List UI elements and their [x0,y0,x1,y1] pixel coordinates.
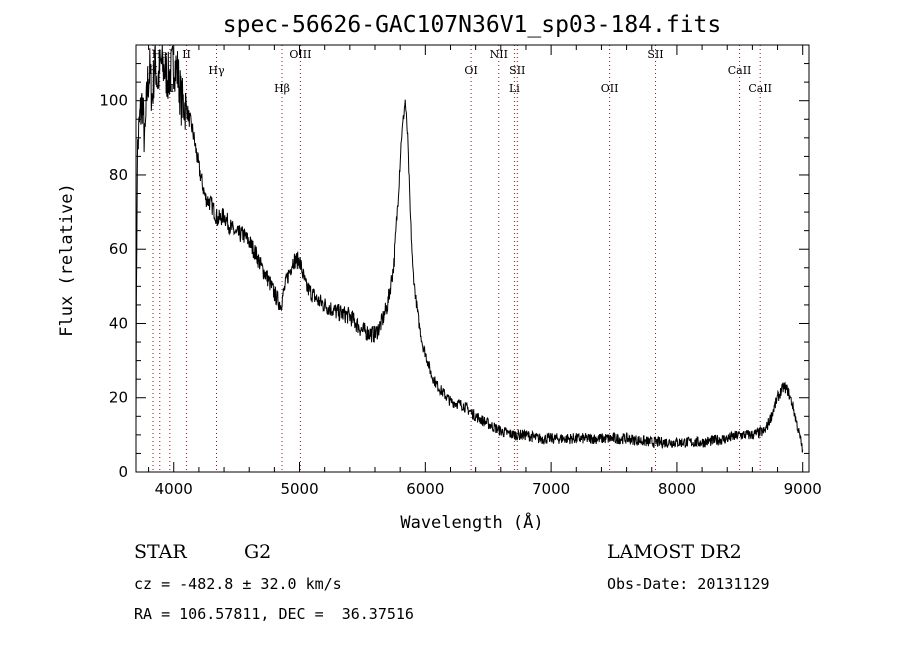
line-marker-label: OII [601,82,619,95]
redshift-text: cz = -482.8 ± 32.0 km/s [134,575,342,593]
object-subclass: G2 [244,541,271,563]
spectrum-series [135,44,804,453]
obs-date-text: Obs-Date: 20131129 [607,575,770,593]
y-tick-label: 20 [109,389,128,407]
x-tick-label: 8000 [658,480,696,498]
line-marker-label: NII [490,48,508,61]
y-tick-label: 40 [109,314,128,332]
y-tick-label: 60 [109,240,128,258]
x-tick-label: 5000 [280,480,318,498]
plot-frame [135,44,810,473]
line-marker-label: Hβ [274,82,290,95]
line-marker-label: SII [647,48,663,61]
x-tick-label: 6000 [406,480,444,498]
y-tick-label: 100 [99,92,128,110]
line-marker-label: SII [509,64,525,77]
survey-name: LAMOST DR2 [607,541,742,563]
line-marker-label: II [182,48,191,61]
axis-ticks: 4000 5000 6000 7000 8000 9000 0 20 40 60 80 100 [99,45,822,498]
line-marker-label: CaII [748,82,772,95]
spectrum-line [135,44,804,453]
y-tick-label: 80 [109,166,128,184]
y-axis-label: Flux (relative) [57,183,77,337]
x-tick-label: 7000 [532,480,570,498]
line-marker-label: OI [464,64,477,77]
line-marker-label: CaII [728,64,752,77]
x-axis-label: Wavelength (Å) [400,511,543,533]
y-tick-label: 0 [118,463,128,481]
line-marker-label: Hγ [208,64,225,77]
chart-title: spec-56626-GAC107N36V1_sp03-184.fits [223,12,722,38]
coordinates-text: RA = 106.57811, DEC = 36.37516 [134,605,414,623]
x-tick-label: 9000 [784,480,822,498]
line-marker-label: OIII [289,48,311,61]
x-tick-label: 4000 [155,480,193,498]
line-marker-label: Li [509,82,520,95]
object-class: STAR [134,541,187,563]
